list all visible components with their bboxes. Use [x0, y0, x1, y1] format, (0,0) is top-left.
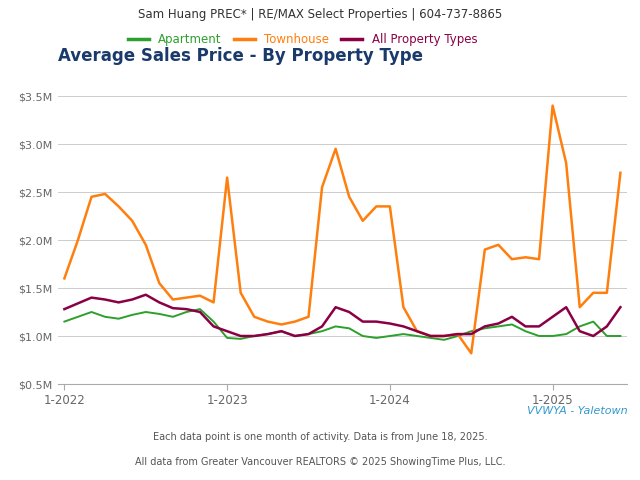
Legend: Apartment, Townhouse, All Property Types: Apartment, Townhouse, All Property Types — [123, 28, 482, 51]
Text: Average Sales Price - By Property Type: Average Sales Price - By Property Type — [58, 47, 422, 65]
Text: VVWYA - Yaletown: VVWYA - Yaletown — [527, 406, 627, 416]
Text: Sam Huang PREC* | RE/MAX Select Properties | 604-737-8865: Sam Huang PREC* | RE/MAX Select Properti… — [138, 8, 502, 21]
Text: Each data point is one month of activity. Data is from June 18, 2025.: Each data point is one month of activity… — [153, 432, 487, 442]
Text: All data from Greater Vancouver REALTORS © 2025 ShowingTime Plus, LLC.: All data from Greater Vancouver REALTORS… — [135, 457, 505, 467]
